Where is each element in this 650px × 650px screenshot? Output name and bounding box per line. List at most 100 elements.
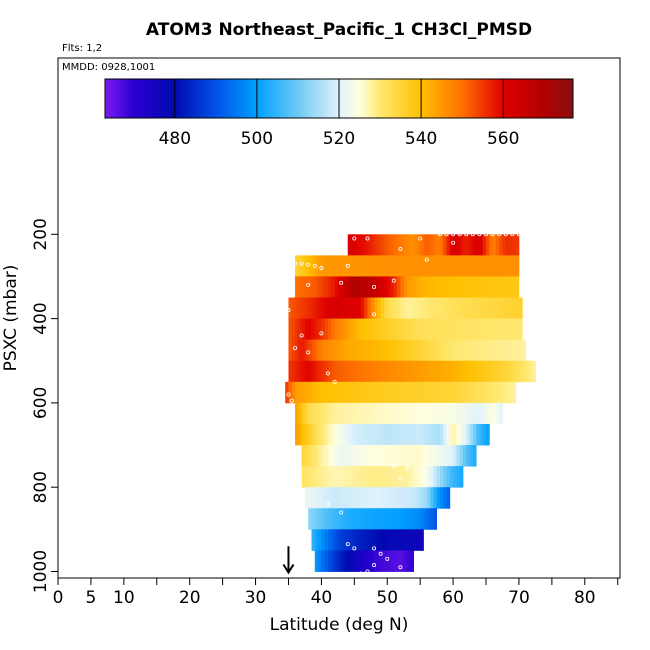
heatmap-cell	[505, 318, 510, 341]
heatmap-cell	[449, 234, 454, 256]
heatmap-cell	[453, 276, 457, 298]
heatmap-cell	[410, 297, 414, 319]
heatmap-cell	[318, 466, 322, 488]
heatmap-cell	[321, 276, 326, 298]
heatmap-cell	[351, 297, 355, 319]
heatmap-cell	[295, 255, 299, 277]
heatmap-cell	[390, 402, 395, 425]
heatmap-cell	[502, 276, 507, 298]
heatmap-cell	[466, 318, 470, 341]
colorbar-tick-label: 520	[323, 129, 355, 149]
sample-point	[312, 263, 317, 268]
heatmap-cell	[469, 255, 474, 277]
heatmap-cell	[466, 339, 470, 362]
arrow-head	[282, 563, 295, 575]
heatmap-row	[288, 339, 526, 362]
heatmap-cell	[341, 318, 345, 341]
heatmap-cell	[410, 487, 414, 509]
heatmap-cell	[410, 445, 414, 467]
heatmap-cell	[354, 402, 359, 425]
heatmap-cell	[298, 402, 303, 425]
sample-point	[470, 232, 475, 237]
heatmap-cell	[499, 297, 503, 319]
sample-point	[319, 331, 324, 336]
heatmap-cell	[354, 339, 359, 362]
heatmap-cell	[347, 234, 352, 256]
heatmap-row	[304, 487, 451, 509]
heatmap-cell	[410, 234, 414, 256]
heatmap-cell	[308, 276, 312, 298]
heatmap-cell	[387, 276, 391, 298]
heatmap-cell	[479, 276, 484, 298]
heatmap-cell	[383, 508, 388, 530]
heatmap-row	[308, 508, 438, 530]
heatmap-cell	[403, 445, 408, 467]
heatmap-cell	[476, 234, 480, 256]
sample-point	[391, 464, 396, 469]
heatmap-cell	[413, 487, 418, 509]
heatmap-cell	[347, 318, 352, 341]
heatmap-cell	[334, 276, 339, 298]
heatmap-cell	[472, 276, 477, 298]
heatmap-cell	[416, 360, 421, 383]
heatmap-cell	[295, 276, 299, 298]
heatmap-cell	[462, 445, 467, 467]
heatmap-cell	[433, 234, 438, 256]
heatmap-cell	[314, 276, 319, 298]
heatmap-cell	[341, 423, 345, 446]
heatmap-cell	[413, 423, 418, 446]
heatmap-cell	[466, 360, 470, 383]
heatmap-row	[311, 529, 424, 551]
heatmap-cell	[367, 234, 372, 256]
heatmap-cell	[380, 297, 385, 319]
heatmap-cell	[308, 487, 312, 509]
heatmap-cell	[459, 445, 464, 467]
heatmap-cell	[298, 339, 303, 362]
heatmap-cell	[341, 550, 345, 572]
heatmap-cell	[331, 318, 335, 341]
heatmap-cell	[436, 381, 441, 404]
heatmap-cell	[364, 508, 368, 530]
heatmap-cell	[337, 529, 342, 551]
heatmap-cell	[308, 508, 312, 530]
heatmap-cell	[456, 234, 461, 256]
heatmap-cell	[324, 529, 329, 551]
heatmap-cell	[420, 402, 424, 425]
heatmap-cell	[423, 339, 428, 362]
heatmap-cell	[291, 297, 296, 319]
heatmap-cell	[407, 339, 411, 362]
heatmap-cell	[499, 402, 503, 425]
heatmap-cell	[397, 276, 401, 298]
heatmap-cell	[400, 381, 405, 404]
heatmap-cell	[334, 402, 339, 425]
heatmap-cell	[416, 255, 421, 277]
heatmap-row	[288, 360, 536, 383]
heatmap-cell	[426, 318, 431, 341]
heatmap-cell	[453, 466, 457, 488]
heatmap-cell	[304, 402, 309, 425]
heatmap-cell	[403, 402, 408, 425]
heatmap-cell	[439, 381, 444, 404]
heatmap-cell	[528, 360, 533, 383]
heatmap-cell	[466, 423, 470, 446]
heatmap-cell	[304, 339, 309, 362]
heatmap-cell	[423, 508, 428, 530]
heatmap-cell	[337, 297, 342, 319]
heatmap-cell	[502, 255, 507, 277]
heatmap-cell	[357, 234, 362, 256]
heatmap-cell	[321, 402, 326, 425]
heatmap-cell	[499, 255, 503, 277]
heatmap-cell	[512, 297, 517, 319]
sample-point	[464, 232, 469, 237]
heatmap-cell	[377, 550, 382, 572]
heatmap-cell	[341, 360, 345, 383]
heatmap-cell	[318, 550, 322, 572]
heatmap-cell	[476, 276, 480, 298]
heatmap-cell	[301, 339, 306, 362]
heatmap-cell	[324, 508, 329, 530]
heatmap-cell	[472, 423, 477, 446]
heatmap-cell	[397, 339, 401, 362]
heatmap-cell	[357, 402, 362, 425]
heatmap-cell	[334, 466, 339, 488]
heatmap-cell	[489, 255, 494, 277]
